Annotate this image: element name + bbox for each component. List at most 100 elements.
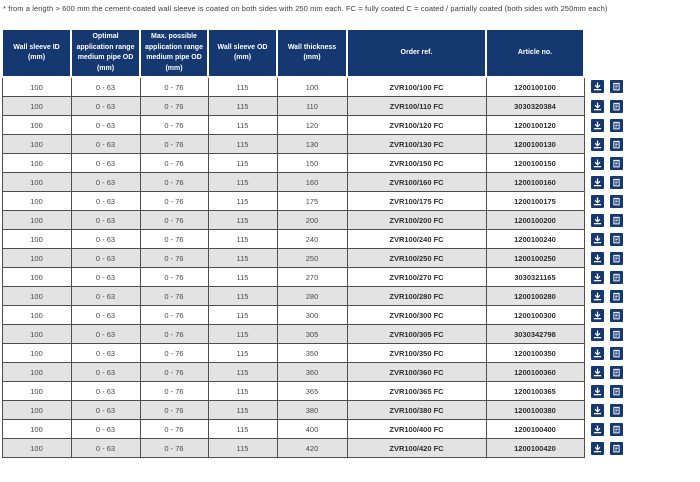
cell-article-no: 3030320384	[485, 96, 585, 116]
datasheet-button[interactable]	[609, 308, 623, 322]
cell-optimal-range: 0 - 63	[70, 248, 141, 268]
download-button[interactable]	[590, 384, 604, 398]
cell-optimal-range: 0 - 63	[70, 76, 141, 97]
table-row: 100 0 - 63 0 - 76 115 380 ZVR100/380 FC 120010…	[1, 400, 637, 420]
cell-wall-thickness: 130	[276, 134, 348, 154]
download-button[interactable]	[590, 289, 604, 303]
cell-wall-sleeve-id: 100	[1, 381, 72, 401]
cell-article-no: 1200100250	[485, 248, 585, 268]
cell-optimal-range: 0 - 63	[70, 229, 141, 249]
download-button[interactable]	[590, 99, 604, 113]
cell-order-ref: ZVR100/240 FC	[346, 229, 487, 249]
cell-article-no: 1200100365	[485, 381, 585, 401]
clipboard-icon	[612, 444, 620, 452]
download-icon	[593, 102, 601, 110]
cell-wall-sleeve-id: 100	[1, 115, 72, 135]
download-icon	[593, 330, 601, 338]
cell-order-ref: ZVR100/200 FC	[346, 210, 487, 230]
download-button[interactable]	[590, 403, 604, 417]
cell-max-range: 0 - 76	[139, 153, 209, 173]
datasheet-button[interactable]	[609, 194, 623, 208]
datasheet-button[interactable]	[609, 289, 623, 303]
download-button[interactable]	[590, 194, 604, 208]
datasheet-button[interactable]	[609, 422, 623, 436]
cell-wall-sleeve-od: 115	[207, 343, 278, 363]
cell-order-ref: ZVR100/400 FC	[346, 419, 487, 439]
cell-wall-thickness: 160	[276, 172, 348, 192]
datasheet-button[interactable]	[609, 232, 623, 246]
download-button[interactable]	[590, 232, 604, 246]
cell-order-ref: ZVR100/160 FC	[346, 172, 487, 192]
datasheet-button[interactable]	[609, 156, 623, 170]
cell-article-no: 1200100300	[485, 305, 585, 325]
row-actions	[584, 210, 637, 230]
download-button[interactable]	[590, 80, 604, 94]
download-button[interactable]	[590, 327, 604, 341]
datasheet-button[interactable]	[609, 403, 623, 417]
datasheet-button[interactable]	[609, 346, 623, 360]
column-header-wall-sleeve-od: Wall sleeve OD (mm)	[207, 28, 278, 78]
datasheet-button[interactable]	[609, 80, 623, 94]
download-button[interactable]	[590, 365, 604, 379]
datasheet-button[interactable]	[609, 384, 623, 398]
download-button[interactable]	[590, 441, 604, 455]
cell-wall-thickness: 305	[276, 324, 348, 344]
datasheet-button[interactable]	[609, 441, 623, 455]
download-button[interactable]	[590, 118, 604, 132]
download-button[interactable]	[590, 270, 604, 284]
download-button[interactable]	[590, 346, 604, 360]
cell-article-no: 1200100200	[485, 210, 585, 230]
cell-max-range: 0 - 76	[139, 305, 209, 325]
download-button[interactable]	[590, 213, 604, 227]
cell-wall-sleeve-id: 100	[1, 210, 72, 230]
cell-article-no: 3030321165	[485, 267, 585, 287]
datasheet-button[interactable]	[609, 365, 623, 379]
cell-order-ref: ZVR100/270 FC	[346, 267, 487, 287]
datasheet-button[interactable]	[609, 327, 623, 341]
cell-wall-thickness: 150	[276, 153, 348, 173]
cell-max-range: 0 - 76	[139, 381, 209, 401]
table-row: 100 0 - 63 0 - 76 115 150 ZVR100/150 FC 120010…	[1, 153, 637, 173]
cell-max-range: 0 - 76	[139, 267, 209, 287]
cell-optimal-range: 0 - 63	[70, 172, 141, 192]
cell-article-no: 1200100350	[485, 343, 585, 363]
cell-wall-sleeve-id: 100	[1, 438, 72, 458]
clipboard-icon	[612, 102, 620, 110]
download-button[interactable]	[590, 156, 604, 170]
download-icon	[593, 235, 601, 243]
table-row: 100 0 - 63 0 - 76 115 175 ZVR100/175 FC 120010…	[1, 191, 637, 211]
cell-wall-thickness: 250	[276, 248, 348, 268]
datasheet-button[interactable]	[609, 175, 623, 189]
download-button[interactable]	[590, 308, 604, 322]
cell-wall-sleeve-id: 100	[1, 343, 72, 363]
download-button[interactable]	[590, 251, 604, 265]
datasheet-button[interactable]	[609, 251, 623, 265]
datasheet-button[interactable]	[609, 213, 623, 227]
cell-max-range: 0 - 76	[139, 343, 209, 363]
column-header-actions-spacer	[584, 29, 637, 77]
cell-max-range: 0 - 76	[139, 248, 209, 268]
cell-wall-thickness: 270	[276, 267, 348, 287]
cell-article-no: 1200100420	[485, 438, 585, 458]
download-button[interactable]	[590, 137, 604, 151]
datasheet-button[interactable]	[609, 118, 623, 132]
cell-article-no: 1200100100	[485, 76, 585, 97]
datasheet-button[interactable]	[609, 137, 623, 151]
cell-order-ref: ZVR100/175 FC	[346, 191, 487, 211]
cell-wall-sleeve-id: 100	[1, 172, 72, 192]
datasheet-button[interactable]	[609, 99, 623, 113]
row-actions	[584, 229, 637, 249]
datasheet-button[interactable]	[609, 270, 623, 284]
table-row: 100 0 - 63 0 - 76 115 305 ZVR100/305 FC 303034…	[1, 324, 637, 344]
clipboard-icon	[612, 83, 620, 91]
cell-optimal-range: 0 - 63	[70, 153, 141, 173]
row-actions	[584, 248, 637, 268]
table-row: 100 0 - 63 0 - 76 115 400 ZVR100/400 FC 120010…	[1, 419, 637, 439]
table-row: 100 0 - 63 0 - 76 115 350 ZVR100/350 FC 120010…	[1, 343, 637, 363]
download-button[interactable]	[590, 422, 604, 436]
download-button[interactable]	[590, 175, 604, 189]
cell-max-range: 0 - 76	[139, 400, 209, 420]
cell-wall-sleeve-od: 115	[207, 191, 278, 211]
cell-article-no: 1200100240	[485, 229, 585, 249]
cell-optimal-range: 0 - 63	[70, 324, 141, 344]
